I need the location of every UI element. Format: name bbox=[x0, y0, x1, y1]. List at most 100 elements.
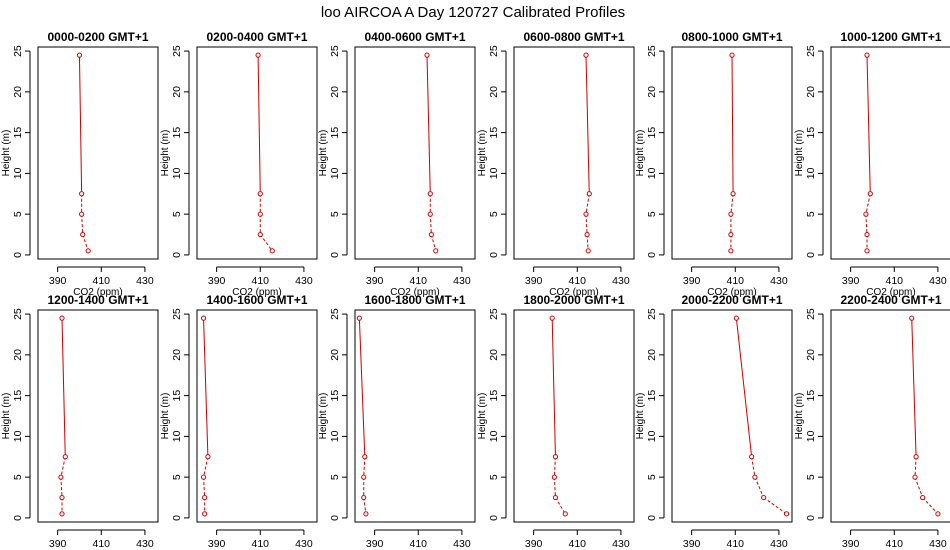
y-tick-label: 20 bbox=[646, 86, 658, 98]
x-tick-label: 430 bbox=[295, 538, 313, 550]
y-tick-label: 10 bbox=[805, 430, 817, 442]
profile-point bbox=[80, 231, 86, 238]
y-axis-label: Height (m) bbox=[318, 393, 329, 440]
profile-segment bbox=[358, 318, 366, 457]
y-tick-label: 20 bbox=[12, 86, 24, 98]
y-tick-label: 25 bbox=[329, 45, 341, 57]
y-tick-label: 20 bbox=[805, 349, 817, 361]
y-tick-label: 5 bbox=[805, 474, 817, 480]
y-tick-label: 0 bbox=[329, 252, 341, 258]
profile-point bbox=[200, 474, 207, 480]
profile-segment bbox=[78, 55, 83, 194]
x-tick-label: 390 bbox=[842, 538, 860, 550]
plot-frame bbox=[671, 309, 793, 523]
x-tick-label: 430 bbox=[136, 538, 154, 550]
x-tick-label: 430 bbox=[929, 538, 947, 550]
profile-point bbox=[864, 231, 870, 238]
panel-title: 1800-2000 GMT+1 bbox=[523, 293, 624, 307]
profile-segment bbox=[203, 477, 206, 498]
profile-point bbox=[361, 494, 367, 501]
x-axis-label: CO2 (ppm) bbox=[232, 287, 281, 298]
x-tick-label: 410 bbox=[727, 275, 745, 287]
y-tick-label: 10 bbox=[12, 167, 24, 179]
y-tick-label: 25 bbox=[646, 308, 658, 320]
x-tick-label: 390 bbox=[842, 275, 860, 287]
panel-title: 2200-2400 GMT+1 bbox=[840, 293, 941, 307]
y-tick-label: 15 bbox=[488, 390, 500, 402]
profile-segment bbox=[430, 234, 437, 251]
y-tick-label: 5 bbox=[12, 211, 24, 217]
profile-panel: 1600-1800 GMT+1 0 5 10 15 20 25 Height (m) 390 41… bbox=[318, 293, 476, 550]
panel-title: 1000-1200 GMT+1 bbox=[840, 30, 941, 44]
y-tick-label: 25 bbox=[329, 308, 341, 320]
x-tick-label: 390 bbox=[208, 275, 226, 287]
profile-segment bbox=[586, 234, 589, 251]
plot-frame bbox=[671, 46, 793, 260]
plot-frame bbox=[830, 309, 950, 523]
y-axis-label: Height (m) bbox=[477, 130, 488, 177]
y-tick-label: 25 bbox=[488, 308, 500, 320]
plot-frame bbox=[196, 309, 318, 523]
profile-point bbox=[59, 315, 65, 321]
profile-point bbox=[935, 511, 941, 517]
y-tick-label: 0 bbox=[488, 515, 500, 521]
x-tick-label: 430 bbox=[770, 275, 788, 287]
profile-point bbox=[255, 52, 261, 58]
profile-segment bbox=[914, 476, 924, 498]
profile-point bbox=[363, 511, 369, 517]
x-axis-label: CO2 (ppm) bbox=[707, 287, 756, 298]
x-tick-label: 410 bbox=[410, 275, 428, 287]
y-tick-label: 10 bbox=[329, 167, 341, 179]
profile-segment bbox=[730, 193, 734, 215]
x-tick-label: 410 bbox=[569, 538, 587, 550]
y-axis-label: Height (m) bbox=[1, 130, 12, 177]
profile-point bbox=[729, 52, 735, 58]
x-tick-label: 410 bbox=[252, 275, 270, 287]
y-tick-label: 15 bbox=[805, 390, 817, 402]
profile-segment bbox=[555, 497, 566, 515]
profile-point bbox=[584, 231, 590, 238]
profile-point bbox=[552, 454, 559, 460]
profile-segment bbox=[911, 318, 917, 457]
y-tick-label: 5 bbox=[488, 474, 500, 480]
plot-frame bbox=[830, 46, 950, 260]
profile-point bbox=[864, 248, 870, 254]
profile-segment bbox=[754, 476, 765, 498]
profile-point bbox=[920, 494, 926, 501]
profile-point bbox=[205, 454, 211, 460]
profile-segment bbox=[585, 214, 588, 235]
profile-point bbox=[749, 454, 755, 460]
profile-panel: 0600-0800 GMT+1 0 5 10 15 20 25 Height (m) 390 41… bbox=[477, 30, 635, 298]
x-tick-label: 410 bbox=[886, 275, 904, 287]
panel-title: 0400-0600 GMT+1 bbox=[364, 30, 465, 44]
x-axis-label: CO2 (ppm) bbox=[549, 287, 598, 298]
profile-point bbox=[909, 315, 915, 321]
profile-point bbox=[864, 52, 870, 58]
profile-point bbox=[257, 231, 263, 238]
profile-point bbox=[733, 315, 739, 321]
y-tick-label: 5 bbox=[805, 211, 817, 217]
x-axis-label: CO2 (ppm) bbox=[866, 287, 915, 298]
x-tick-label: 430 bbox=[612, 275, 630, 287]
plot-frame bbox=[354, 46, 476, 260]
profile-segment bbox=[763, 497, 787, 515]
y-tick-label: 10 bbox=[171, 430, 183, 442]
x-tick-label: 410 bbox=[727, 538, 745, 550]
x-tick-label: 430 bbox=[295, 275, 313, 287]
y-tick-label: 20 bbox=[171, 349, 183, 361]
y-tick-label: 10 bbox=[329, 430, 341, 442]
profile-segment bbox=[865, 214, 868, 235]
y-axis-label: Height (m) bbox=[794, 130, 805, 177]
profile-segment bbox=[257, 55, 261, 194]
x-tick-label: 390 bbox=[683, 538, 701, 550]
profile-point bbox=[85, 248, 91, 254]
y-tick-label: 10 bbox=[646, 167, 658, 179]
y-tick-label: 25 bbox=[171, 45, 183, 57]
x-tick-label: 410 bbox=[886, 538, 904, 550]
x-tick-label: 390 bbox=[49, 538, 67, 550]
y-tick-label: 5 bbox=[171, 211, 183, 217]
profile-point bbox=[428, 231, 434, 238]
y-tick-label: 0 bbox=[488, 252, 500, 258]
profile-segment bbox=[363, 456, 366, 478]
y-tick-label: 15 bbox=[488, 127, 500, 139]
